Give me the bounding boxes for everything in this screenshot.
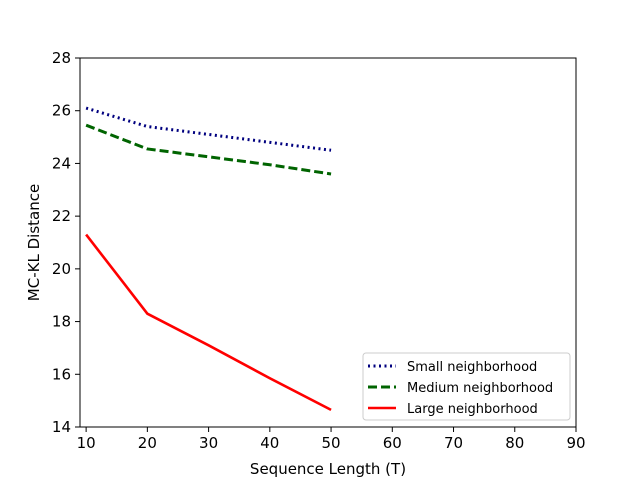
x-tick-label: 10 bbox=[77, 434, 96, 452]
x-tick-label: 20 bbox=[138, 434, 157, 452]
series-line-2 bbox=[85, 123, 332, 176]
y-tick-label: 16 bbox=[52, 365, 71, 383]
y-axis-ticks: 14 16 18 20 22 24 26 28 bbox=[52, 49, 80, 436]
y-tick-label: 28 bbox=[52, 49, 71, 67]
x-axis-label: Sequence Length (T) bbox=[250, 460, 406, 478]
x-tick-label: 70 bbox=[444, 434, 463, 452]
legend-box bbox=[362, 352, 571, 421]
x-tick-label: 90 bbox=[566, 434, 585, 452]
plot-frame bbox=[79, 57, 577, 428]
y-tick-label: 22 bbox=[52, 207, 71, 225]
series-line-3 bbox=[85, 233, 332, 412]
y-axis-label: MC-KL Distance bbox=[25, 184, 43, 301]
x-tick-label: 40 bbox=[260, 434, 279, 452]
legend-label: Small neighborhood bbox=[407, 360, 537, 375]
legend: Small neighborhood Medium neighborhood Lar… bbox=[362, 352, 571, 421]
x-tick-label: 30 bbox=[199, 434, 218, 452]
y-tick-label: 20 bbox=[52, 260, 71, 278]
y-tick-label: 24 bbox=[52, 154, 71, 172]
legend-label: Large neighborhood bbox=[407, 402, 538, 417]
x-tick-label: 60 bbox=[383, 434, 402, 452]
x-axis-ticks: 10 20 30 40 50 60 70 80 90 bbox=[77, 427, 586, 452]
y-tick-label: 14 bbox=[52, 418, 71, 436]
x-tick-label: 80 bbox=[505, 434, 524, 452]
y-tick-label: 18 bbox=[52, 313, 71, 331]
y-tick-label: 26 bbox=[52, 102, 71, 120]
series-layer bbox=[85, 106, 332, 412]
x-tick-label: 50 bbox=[322, 434, 341, 452]
legend-label: Medium neighborhood bbox=[407, 381, 553, 396]
